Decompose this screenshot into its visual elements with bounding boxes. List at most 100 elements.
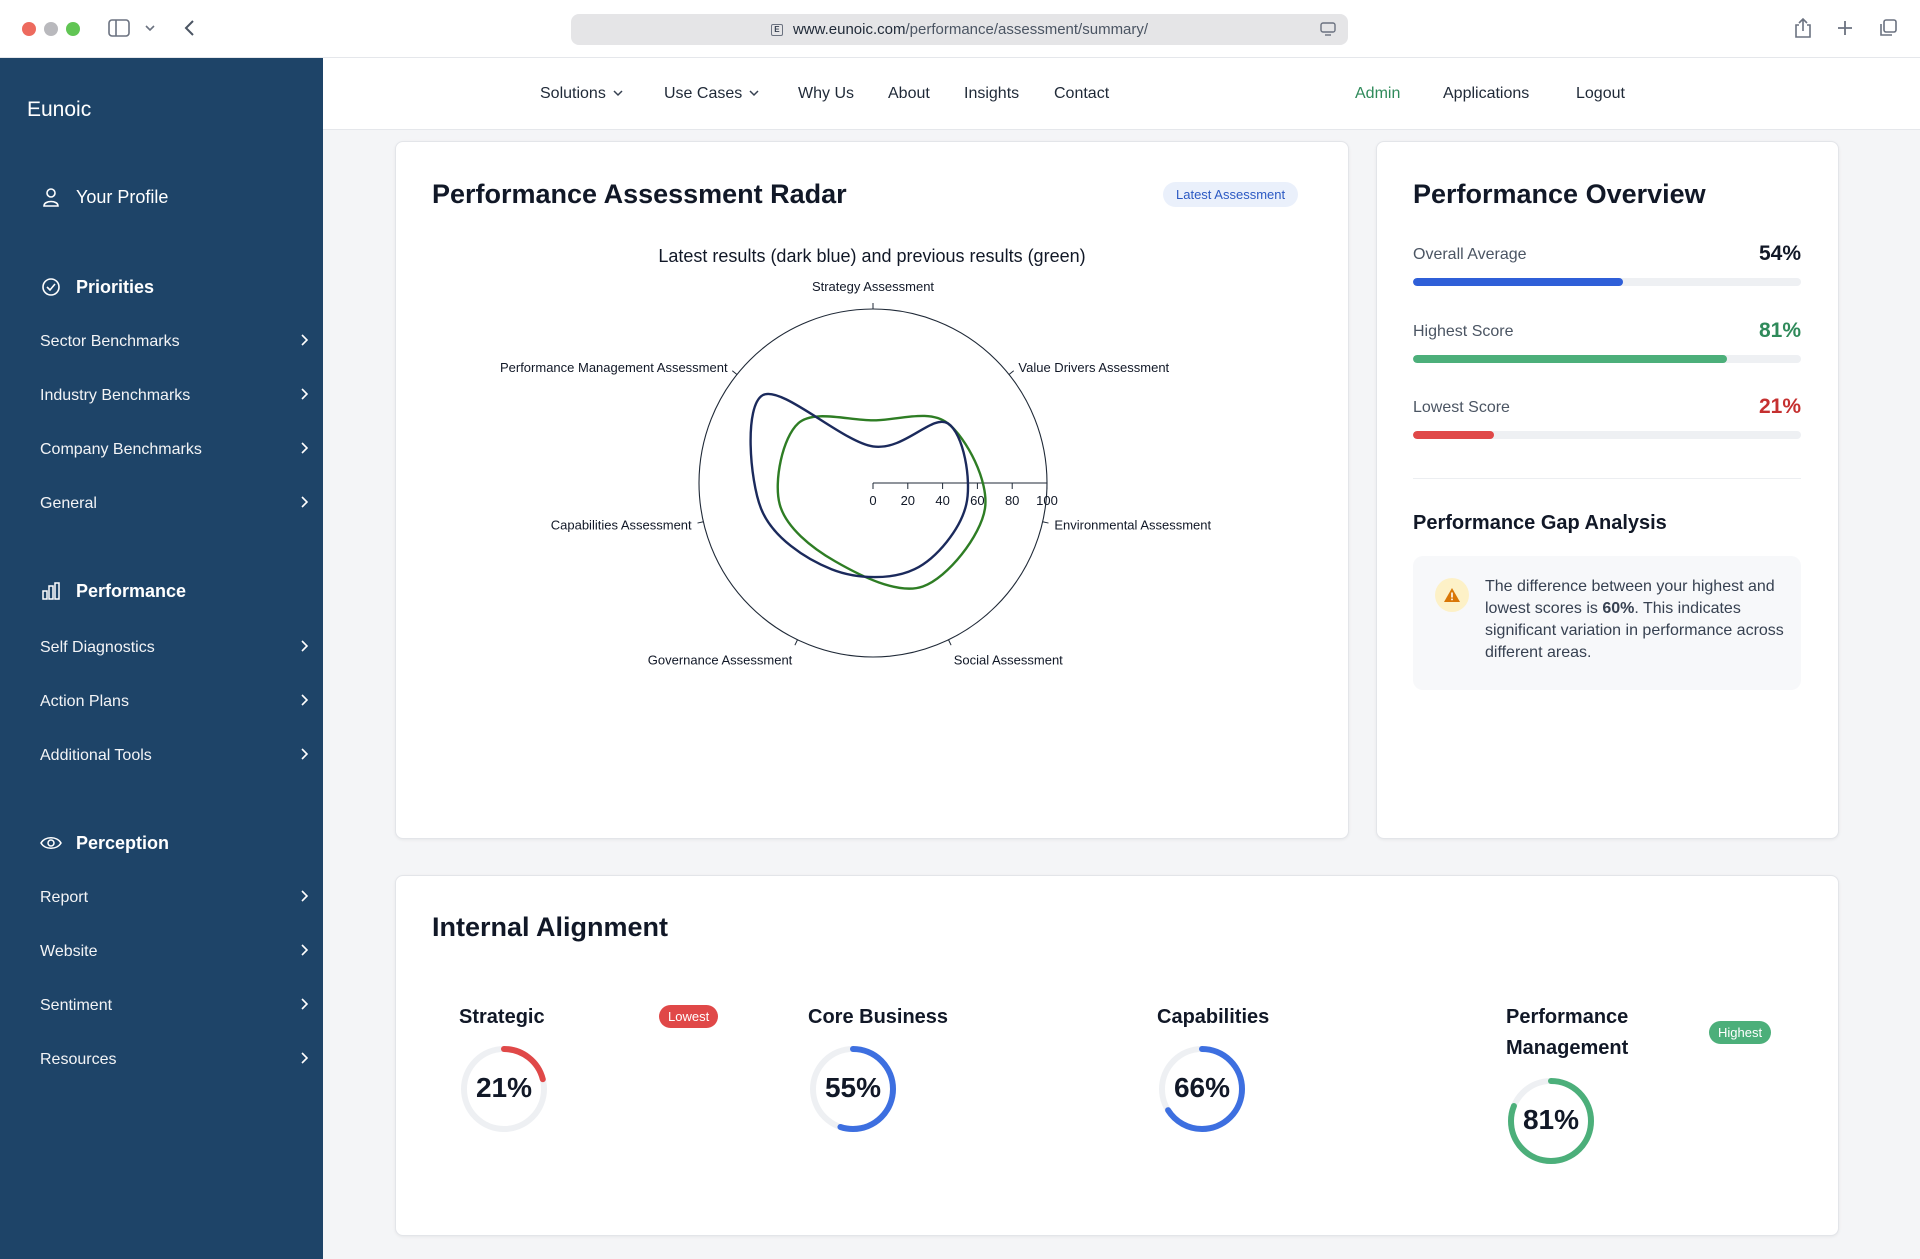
gauge-value: 55% — [824, 1072, 882, 1103]
metric-capabilities: Capabilities 66% — [1157, 1002, 1427, 1182]
address-bar[interactable]: E www.eunoic.com/performance/assessment/… — [571, 14, 1348, 45]
sidebar-section-label: Perception — [76, 832, 170, 853]
sidebar: Eunoic Your Profile Priorities Sector Be… — [0, 58, 323, 1259]
sidebar-section-label: Priorities — [76, 276, 155, 297]
axis-label: Capabilities Assessment — [551, 517, 692, 532]
sidebar-section-label: Your Profile — [76, 186, 169, 207]
latest-assessment-badge: Latest Assessment — [1163, 182, 1299, 207]
progress-fill — [1413, 355, 1728, 363]
sidebar-item-report[interactable]: Report — [40, 889, 309, 907]
metric-strategic: Strategic Lowest 21% — [459, 1002, 729, 1182]
radar-chart: 0 20 40 60 80 100 Strategy Assessment Value Dri… — [500, 279, 1212, 668]
radial-tick-label: 40 — [935, 493, 949, 508]
sidebar-item-label: Company Benchmarks — [40, 441, 202, 458]
sidebar-item-label: Website — [40, 943, 98, 960]
sidebar-item-additional-tools[interactable]: Additional Tools — [40, 747, 309, 765]
metric-value: 81% — [1758, 319, 1801, 342]
new-tab-icon[interactable] — [1836, 16, 1854, 40]
axis-label: Environmental Assessment — [1054, 517, 1211, 532]
nav-why-us[interactable]: Why Us — [798, 85, 854, 102]
highest-badge: Highest — [1709, 1021, 1772, 1044]
progress-track — [1413, 355, 1801, 363]
nav-admin[interactable]: Admin — [1355, 85, 1401, 102]
radar-card-title: Performance Assessment Radar — [432, 179, 847, 209]
progress-track — [1413, 431, 1801, 439]
nav-logout[interactable]: Logout — [1576, 85, 1625, 102]
warning-icon — [1435, 578, 1469, 612]
nav-label: Use Cases — [664, 85, 743, 102]
gap-text-pre: The difference between your highest and … — [1485, 578, 1775, 617]
nav-contact[interactable]: Contact — [1054, 85, 1110, 102]
gauge-value: 66% — [1173, 1072, 1231, 1103]
sidebar-section-perception[interactable]: Perception — [40, 832, 169, 854]
nav-label: Solutions — [540, 85, 606, 102]
back-icon[interactable] — [183, 16, 195, 40]
chevron-right-icon — [300, 943, 309, 961]
chevron-down-icon[interactable] — [145, 16, 155, 40]
metric-value: 21% — [1758, 395, 1801, 418]
sidebar-item-industry-benchmarks[interactable]: Industry Benchmarks — [40, 387, 309, 405]
axis-label: Performance Management Assessment — [500, 360, 728, 375]
browser-toolbar: E www.eunoic.com/performance/assessment/… — [0, 0, 1920, 58]
chevron-right-icon — [300, 997, 309, 1015]
eye-icon — [40, 832, 62, 854]
sidebar-section-performance[interactable]: Performance — [40, 580, 186, 602]
chevron-right-icon — [300, 441, 309, 459]
sidebar-toggle-icon[interactable] — [108, 16, 130, 40]
user-icon — [40, 186, 62, 208]
sidebar-item-website[interactable]: Website — [40, 943, 309, 961]
minimize-window-button[interactable] — [44, 22, 58, 36]
angular-tick — [1042, 521, 1049, 524]
close-window-button[interactable] — [22, 22, 36, 36]
share-icon[interactable] — [1794, 16, 1812, 40]
sidebar-section-priorities[interactable]: Priorities — [40, 276, 154, 298]
radial-tick-label: 0 — [869, 493, 876, 508]
gap-value: 60% — [1602, 600, 1635, 617]
maximize-window-button[interactable] — [66, 22, 80, 36]
radar-card: Performance Assessment Radar Latest Asse… — [395, 141, 1349, 839]
sidebar-item-company-benchmarks[interactable]: Company Benchmarks — [40, 441, 309, 459]
metric-label: Lowest Score — [1413, 399, 1510, 416]
sidebar-item-your-profile[interactable]: Your Profile — [40, 186, 168, 208]
nav-solutions[interactable]: Solutions — [540, 85, 623, 103]
reader-icon[interactable] — [1320, 22, 1336, 40]
site-favicon: E — [770, 23, 783, 36]
metric-performance-management: Performance Management Highest 81% — [1506, 1002, 1796, 1212]
tab-overview-icon[interactable] — [1878, 16, 1898, 40]
gauge-ring — [461, 1046, 547, 1132]
angular-tick — [731, 370, 738, 375]
axis-label: Social Assessment — [954, 653, 1063, 668]
gauge-arc — [1159, 1046, 1245, 1132]
sidebar-item-self-diagnostics[interactable]: Self Diagnostics — [40, 639, 309, 657]
gauge-value: 81% — [1522, 1104, 1580, 1135]
nav-use-cases[interactable]: Use Cases — [664, 85, 759, 103]
angular-tick — [1008, 370, 1015, 375]
chevron-right-icon — [300, 495, 309, 513]
sidebar-item-sentiment[interactable]: Sentiment — [40, 997, 309, 1015]
axis-label: Governance Assessment — [648, 653, 793, 668]
chevron-down-icon — [613, 88, 623, 100]
sidebar-item-action-plans[interactable]: Action Plans — [40, 693, 309, 711]
sidebar-item-general[interactable]: General — [40, 495, 309, 513]
radial-tick-label: 60 — [970, 493, 984, 508]
gauge-value: 21% — [475, 1072, 533, 1103]
sidebar-item-resources[interactable]: Resources — [40, 1051, 309, 1069]
brand-logo[interactable]: Eunoic — [27, 98, 92, 121]
nav-about[interactable]: About — [888, 85, 930, 102]
nav-insights[interactable]: Insights — [964, 85, 1020, 102]
sidebar-item-label: Resources — [40, 1051, 117, 1068]
gauge-arc — [810, 1046, 896, 1132]
gauge-ring — [1508, 1078, 1594, 1164]
chevron-right-icon — [300, 639, 309, 657]
nav-applications[interactable]: Applications — [1443, 85, 1530, 102]
metric-title: Capabilities — [1157, 1006, 1270, 1028]
axis-label: Value Drivers Assessment — [1018, 360, 1169, 375]
angular-tick — [697, 521, 704, 524]
sidebar-item-label: Additional Tools — [40, 747, 152, 764]
alignment-card: Internal Alignment Strategic Lowest 21% … — [395, 875, 1839, 1236]
sidebar-item-sector-benchmarks[interactable]: Sector Benchmarks — [40, 333, 309, 351]
metric-label: Overall Average — [1413, 246, 1527, 263]
chevron-right-icon — [300, 333, 309, 351]
url-path: /performance/assessment/summary/ — [905, 21, 1149, 38]
radial-tick-label: 80 — [1005, 493, 1019, 508]
